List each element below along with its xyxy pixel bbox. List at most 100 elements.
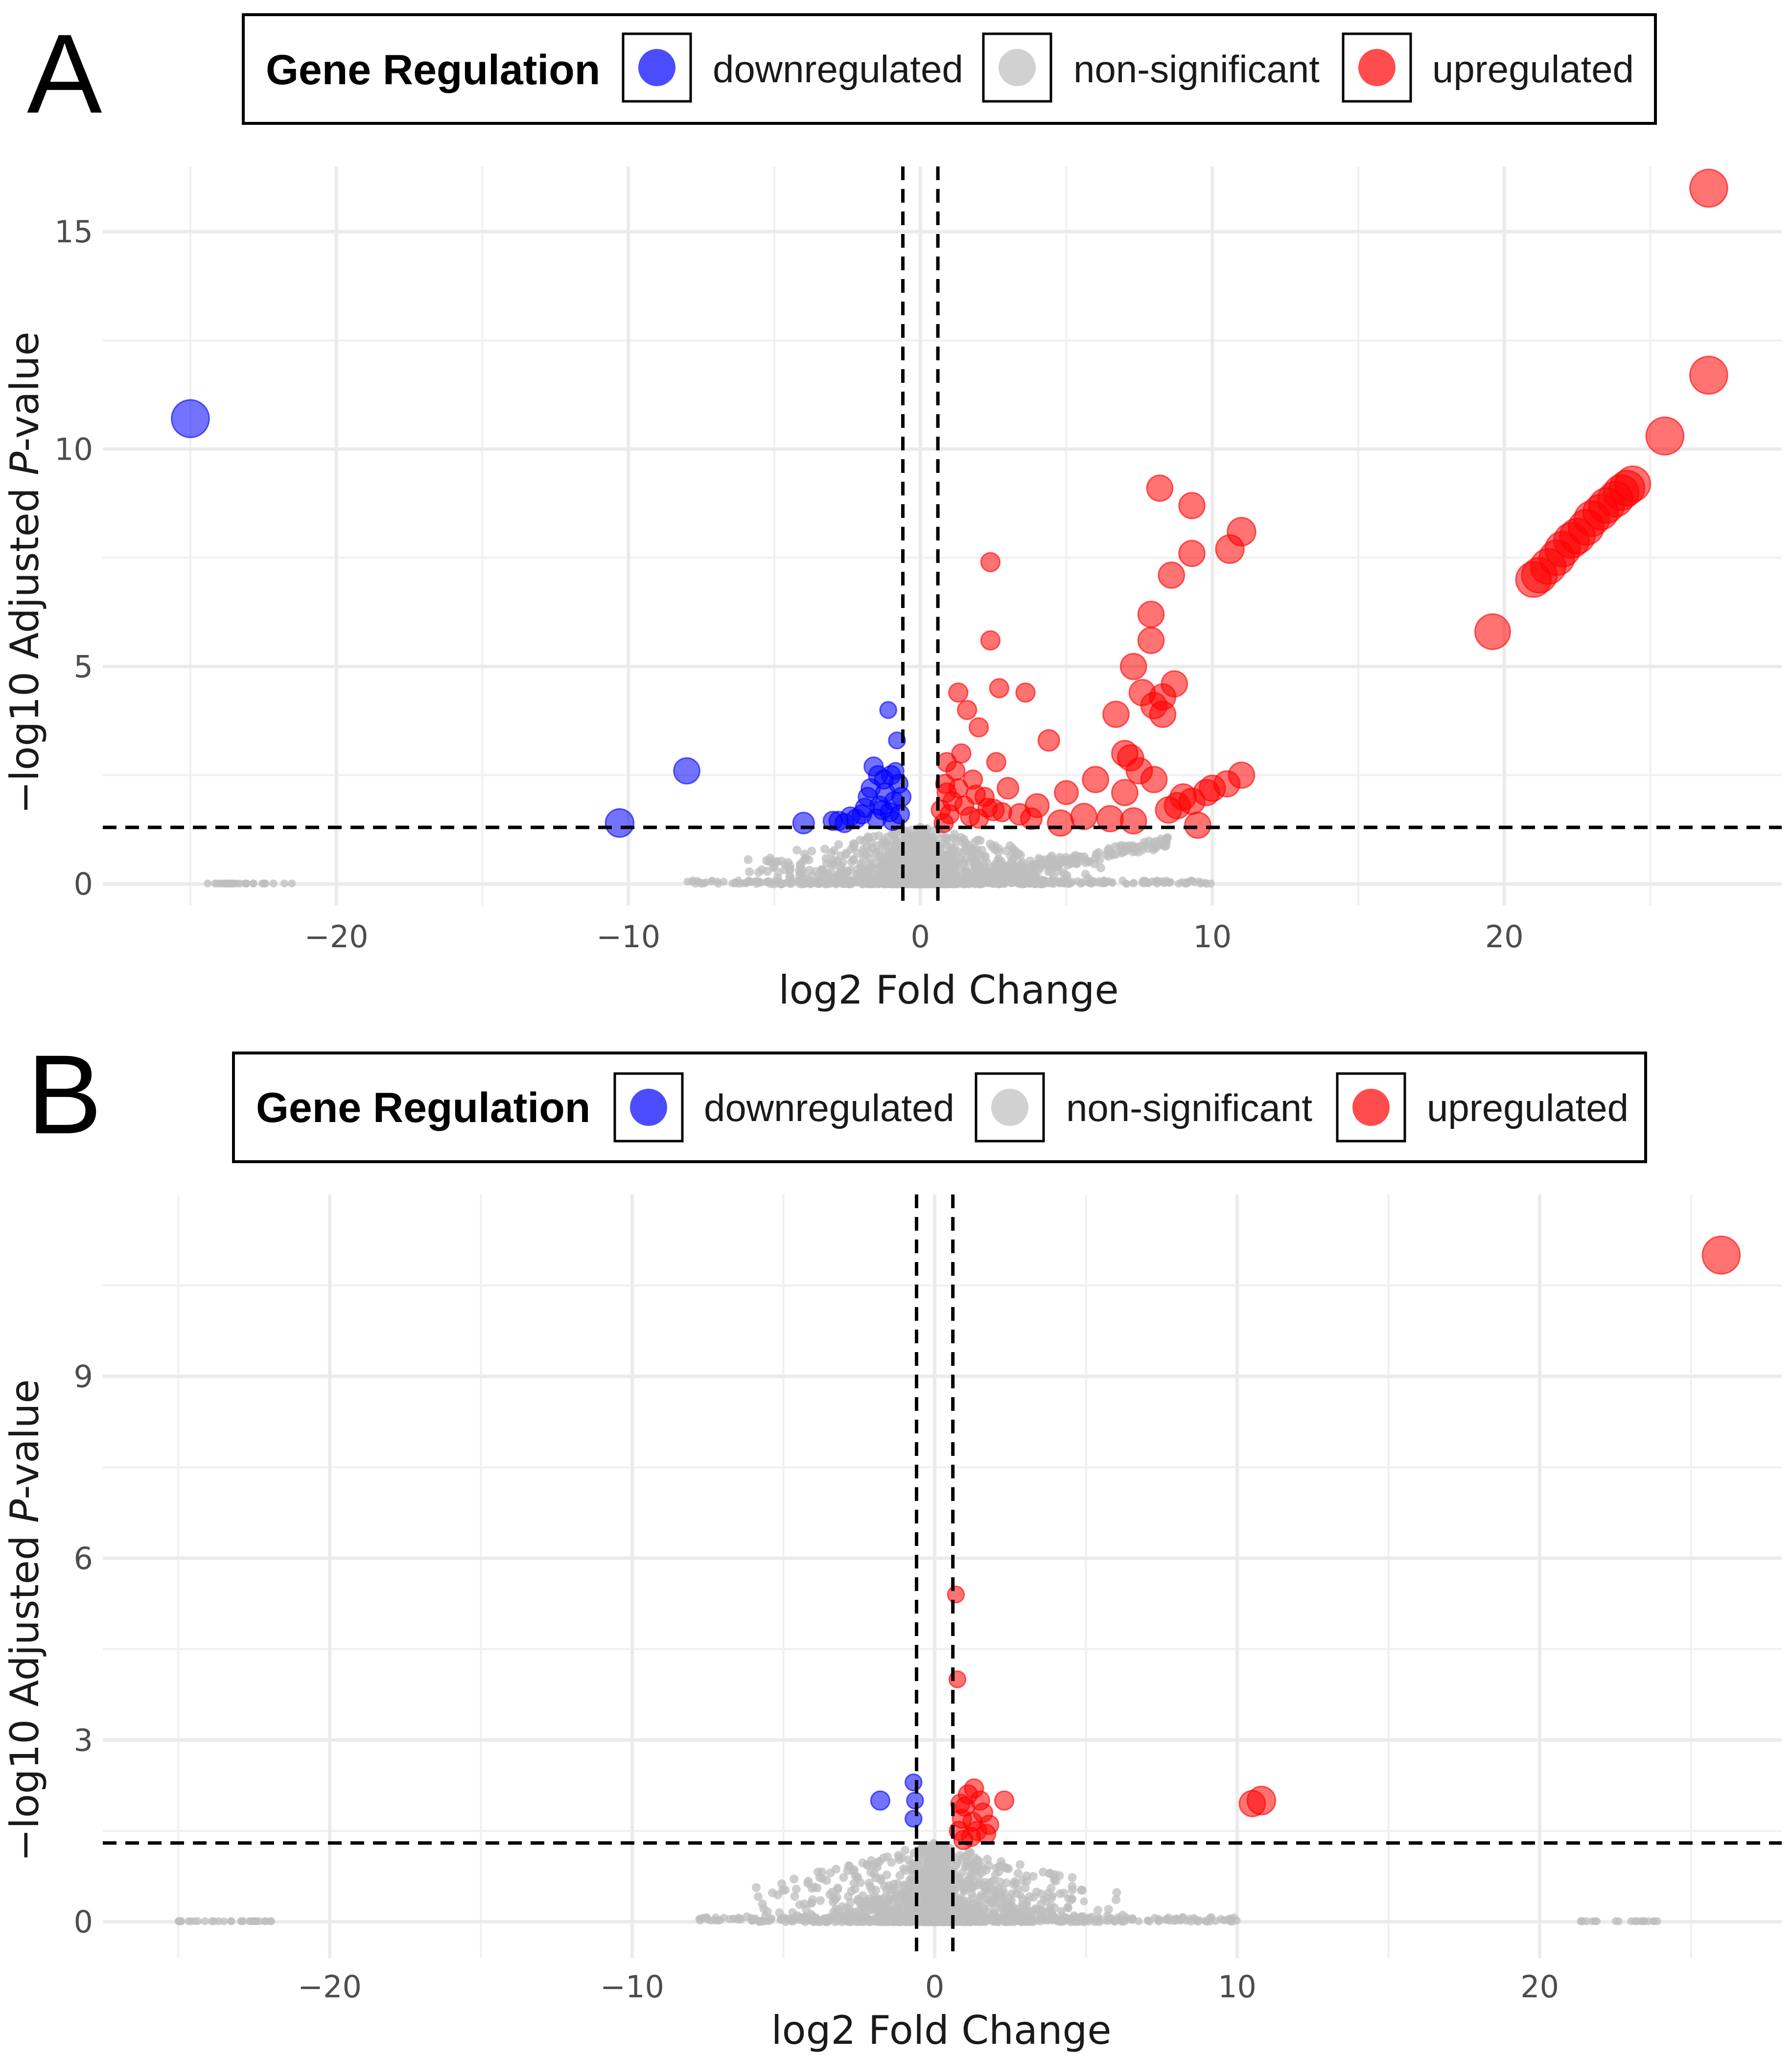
panel-b-point-nonsignificant: [1063, 1915, 1071, 1923]
panel-b-point-nonsignificant: [991, 1871, 1000, 1880]
panel-a-point-nonsignificant: [1042, 879, 1050, 888]
panel-a-point-upregulated: [1020, 807, 1043, 830]
panel-a-point-upregulated: [1184, 811, 1211, 839]
panel-b-legend-label-up: upregulated: [1427, 1086, 1629, 1129]
panel-a-point-nonsignificant: [852, 870, 861, 879]
panel-a-point-upregulated: [936, 752, 957, 772]
panel-a-point-nonsignificant: [1202, 880, 1210, 888]
panel-a-x-axis-title: log2 Fold Change: [778, 967, 1118, 1013]
panel-a-point-nonsignificant: [909, 879, 918, 887]
panel-b-point-nonsignificant: [870, 1915, 879, 1923]
panel-b-y-tick-label: 9: [74, 1358, 93, 1394]
panel-a-plot: −20 −10 0 10 20 0 5 10 15: [54, 166, 1782, 955]
panel-a-point-nonsignificant: [961, 867, 971, 876]
panel-a-point-nonsignificant: [889, 879, 898, 887]
panel-a-point-nonsignificant: [236, 879, 244, 888]
panel-b-point-nonsignificant: [863, 1900, 873, 1910]
panel-b-point-nonsignificant: [201, 1917, 209, 1925]
panel-a-point-nonsignificant: [744, 855, 753, 864]
panel-a-point-upregulated: [1146, 474, 1174, 502]
panel-b-point-nonsignificant: [1007, 1896, 1016, 1904]
panel-b-point-nonsignificant: [1017, 1891, 1025, 1899]
panel-a-point-nonsignificant: [1111, 850, 1120, 859]
panel-a-point-nonsignificant: [1100, 878, 1108, 886]
panel-b: B Gene Regulation downregulated non-sign…: [2, 1031, 1782, 2053]
panel-a-point-upregulated: [1119, 807, 1147, 835]
panel-a-nonsignificant-points: [204, 823, 1215, 889]
panel-b-x-tick-label: −20: [298, 1969, 362, 2005]
panel-b-point-nonsignificant: [209, 1917, 218, 1925]
panel-a-point-nonsignificant: [836, 851, 845, 861]
panel-b-point-nonsignificant: [930, 1866, 939, 1875]
panel-a-point-nonsignificant: [1061, 857, 1070, 866]
panel-b-point-nonsignificant: [820, 1914, 829, 1922]
panel-a-point-nonsignificant: [872, 841, 882, 850]
panel-a-point-upregulated: [1161, 670, 1188, 698]
panel-a-point-nonsignificant: [829, 856, 838, 865]
panel-a-point-nonsignificant: [1085, 857, 1094, 866]
panel-b-y-tick-label: 6: [74, 1541, 93, 1576]
panel-a-point-nonsignificant: [223, 879, 231, 888]
panel-b-point-nonsignificant: [916, 1879, 926, 1888]
panel-b-point-nonsignificant: [781, 1885, 790, 1895]
panel-b-point-nonsignificant: [967, 1884, 977, 1893]
panel-a-point-upregulated: [980, 552, 1001, 572]
panel-b-point-nonsignificant: [1024, 1906, 1032, 1915]
panel-a-point-nonsignificant: [903, 859, 912, 868]
panel-b-legend: Gene Regulation downregulated non-signif…: [232, 1052, 1647, 1163]
panel-a-x-tick-label: 0: [911, 919, 930, 955]
panel-a-point-nonsignificant: [792, 845, 802, 855]
panel-b-point-nonsignificant: [807, 1898, 816, 1908]
panel-b-point-nonsignificant: [894, 1852, 904, 1862]
panel-a-point-upregulated: [1178, 491, 1206, 519]
panel-a-point-upregulated: [1158, 562, 1186, 589]
panel-a-point-nonsignificant: [873, 863, 882, 872]
panel-b-point-nonsignificant: [834, 1918, 842, 1926]
panel-a-legend-symbol-ns: [999, 49, 1036, 86]
panel-a-point-nonsignificant: [1149, 845, 1158, 855]
panel-b-point-nonsignificant: [1008, 1915, 1016, 1923]
panel-a-point-nonsignificant: [946, 877, 954, 886]
panel-a-point-nonsignificant: [874, 831, 884, 841]
panel-b-point-nonsignificant: [845, 1905, 854, 1914]
panel-a-point-nonsignificant: [1128, 841, 1138, 850]
panel-a-point-nonsignificant: [249, 879, 257, 888]
panel-b-legend-box: [232, 1052, 1647, 1163]
panel-b-point-upregulated: [1238, 1790, 1266, 1818]
panel-b-point-nonsignificant: [992, 1863, 1001, 1872]
panel-b-point-nonsignificant: [1057, 1907, 1066, 1915]
panel-b-point-nonsignificant: [1013, 1869, 1023, 1878]
panel-b-point-nonsignificant: [929, 1904, 938, 1913]
panel-a-point-nonsignificant: [965, 858, 975, 867]
panel-a-point-upregulated: [1137, 600, 1165, 628]
panel-b-point-nonsignificant: [926, 1855, 935, 1865]
panel-a-x-tick-label: 10: [1193, 919, 1232, 955]
panel-b-point-nonsignificant: [954, 1897, 963, 1906]
panel-a-point-nonsignificant: [731, 878, 739, 887]
panel-a-point-nonsignificant: [713, 878, 721, 886]
panel-a-point-nonsignificant: [1184, 879, 1192, 888]
panel-b-point-nonsignificant: [1071, 1917, 1079, 1925]
panel-b-point-nonsignificant: [960, 1886, 969, 1895]
panel-b-point-nonsignificant: [993, 1896, 1001, 1904]
panel-a-point-nonsignificant: [800, 880, 808, 888]
panel-a-point-nonsignificant: [856, 861, 865, 870]
panel-a-point-upregulated: [959, 806, 980, 827]
panel-b-point-nonsignificant: [899, 1864, 908, 1873]
panel-b-point-nonsignificant: [1631, 1917, 1639, 1925]
panel-a-point-nonsignificant: [849, 856, 858, 865]
panel-a-point-nonsignificant: [1086, 876, 1094, 885]
panel-b-point-nonsignificant: [1128, 1915, 1137, 1923]
panel-b-legend-symbol-up: [1352, 1089, 1390, 1126]
panel-a-point-nonsignificant: [892, 866, 901, 875]
panel-b-point-nonsignificant: [929, 1842, 938, 1851]
panel-b-point-downregulated: [870, 1790, 891, 1811]
panel-a-point-upregulated: [948, 778, 969, 798]
panel-b-point-nonsignificant: [979, 1904, 989, 1914]
panel-a-point-downregulated: [879, 701, 897, 719]
panel-a-point-nonsignificant: [1094, 848, 1103, 857]
panel-a-point-nonsignificant: [1174, 880, 1183, 888]
panel-b-point-nonsignificant: [1022, 1871, 1031, 1880]
panel-b-point-upregulated: [947, 1585, 965, 1604]
